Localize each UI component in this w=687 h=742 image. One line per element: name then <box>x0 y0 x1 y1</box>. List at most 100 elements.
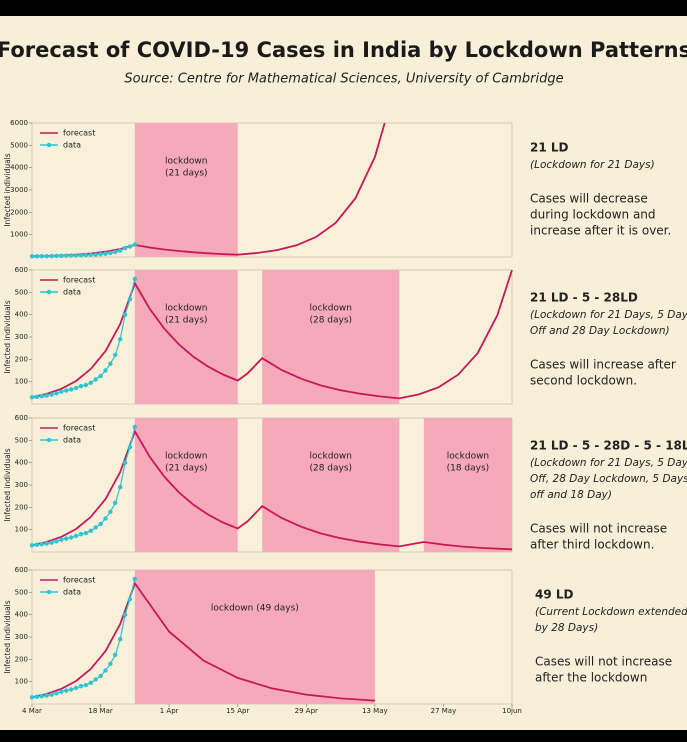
data-point <box>108 361 113 366</box>
data-point <box>83 382 89 388</box>
data-point <box>49 253 54 259</box>
data-point <box>34 694 40 700</box>
data-point <box>73 533 79 539</box>
data-point <box>127 596 133 602</box>
data-point <box>93 252 98 257</box>
note-heading: 21 LD <box>530 141 569 155</box>
data-point <box>108 661 113 666</box>
legend-label: data <box>63 288 81 297</box>
data-point <box>117 637 123 642</box>
y-axis-label: Infected individuals <box>3 600 12 673</box>
data-line <box>31 426 136 546</box>
y-tick-label: 100 <box>15 378 28 386</box>
note-heading: 21 LD - 5 - 28LD <box>530 291 638 305</box>
y-tick-label: 200 <box>15 655 28 663</box>
data-point <box>29 695 35 700</box>
data-point <box>122 612 128 617</box>
data-point <box>83 530 89 536</box>
note-text: Cases will not increase <box>530 522 667 536</box>
data-point <box>59 389 64 394</box>
y-tick-label: 1000 <box>10 231 28 239</box>
y-axis-label: Infected individuals <box>3 300 12 373</box>
data-point <box>64 688 69 693</box>
note-text: after third lockdown. <box>530 538 654 552</box>
note-subtitle: Off, 28 Day Lockdown, 5 Days <box>530 473 687 485</box>
data-point <box>34 394 40 400</box>
data-point <box>132 276 138 282</box>
data-point <box>64 253 69 258</box>
note-text: Cases will not increase <box>535 655 672 669</box>
forecast-line <box>31 429 513 551</box>
data-point <box>88 680 93 685</box>
data-point <box>59 537 64 542</box>
data-point <box>54 691 59 696</box>
data-point <box>108 250 113 256</box>
data-line <box>31 278 136 398</box>
data-point <box>68 687 74 692</box>
y-tick-label: 200 <box>15 503 28 511</box>
legend-marker <box>46 589 52 595</box>
legend-label: data <box>63 141 81 150</box>
y-tick-label: 100 <box>15 526 28 534</box>
data-point <box>103 516 108 521</box>
data-point <box>122 312 128 317</box>
legend-label: forecast <box>63 576 95 585</box>
data-point <box>127 444 133 450</box>
data-point <box>39 393 44 399</box>
data-point <box>98 373 103 379</box>
note-subtitle: (Lockdown for 21 Days, 5 Days <box>530 309 687 321</box>
data-point <box>73 685 79 691</box>
data-point <box>113 352 118 358</box>
data-point <box>98 673 103 679</box>
data-point <box>54 253 59 259</box>
data-point <box>78 531 84 537</box>
span-label: lockdown <box>165 452 207 462</box>
data-point <box>59 689 64 694</box>
data-point <box>39 693 44 699</box>
data-point <box>103 368 108 373</box>
y-tick-label: 600 <box>15 566 28 574</box>
y-axis-label: Infected individuals <box>3 153 12 226</box>
x-tick-label: 1 Apr <box>160 707 179 715</box>
data-point <box>93 677 98 682</box>
data-point <box>39 541 44 547</box>
data-point <box>49 540 54 545</box>
y-tick-label: 500 <box>15 288 28 296</box>
x-tick-label: 4 Mar <box>22 707 42 715</box>
y-tick-label: 5000 <box>10 141 28 149</box>
data-line <box>31 578 136 698</box>
lockdown-span <box>262 418 400 552</box>
note-text: second lockdown. <box>530 374 637 388</box>
data-point <box>44 393 49 398</box>
note-text: increase after it is over. <box>530 224 671 238</box>
legend-label: forecast <box>63 129 95 138</box>
y-tick-label: 200 <box>15 355 28 363</box>
data-point <box>132 576 138 582</box>
forecast-line <box>31 581 375 702</box>
data-point <box>93 525 98 530</box>
legend-marker <box>46 142 52 148</box>
y-tick-label: 400 <box>15 611 28 619</box>
data-point <box>54 391 59 396</box>
span-label: lockdown <box>310 452 352 462</box>
data-point <box>88 528 93 533</box>
data-point <box>83 682 89 688</box>
data-point <box>29 543 35 548</box>
y-tick-label: 600 <box>15 414 28 422</box>
note-text: after the lockdown <box>535 671 647 685</box>
data-point <box>113 500 118 506</box>
data-point <box>59 253 64 258</box>
lockdown-span <box>134 123 238 257</box>
data-point <box>78 253 84 258</box>
span-label: (21 days) <box>165 316 208 326</box>
y-tick-label: 500 <box>15 436 28 444</box>
lockdown-span <box>262 270 400 404</box>
data-point <box>54 539 59 544</box>
data-point <box>117 337 123 342</box>
data-point <box>78 683 84 689</box>
data-point <box>49 692 54 697</box>
y-tick-label: 100 <box>15 678 28 686</box>
legend-label: data <box>63 588 81 597</box>
data-point <box>117 248 123 253</box>
